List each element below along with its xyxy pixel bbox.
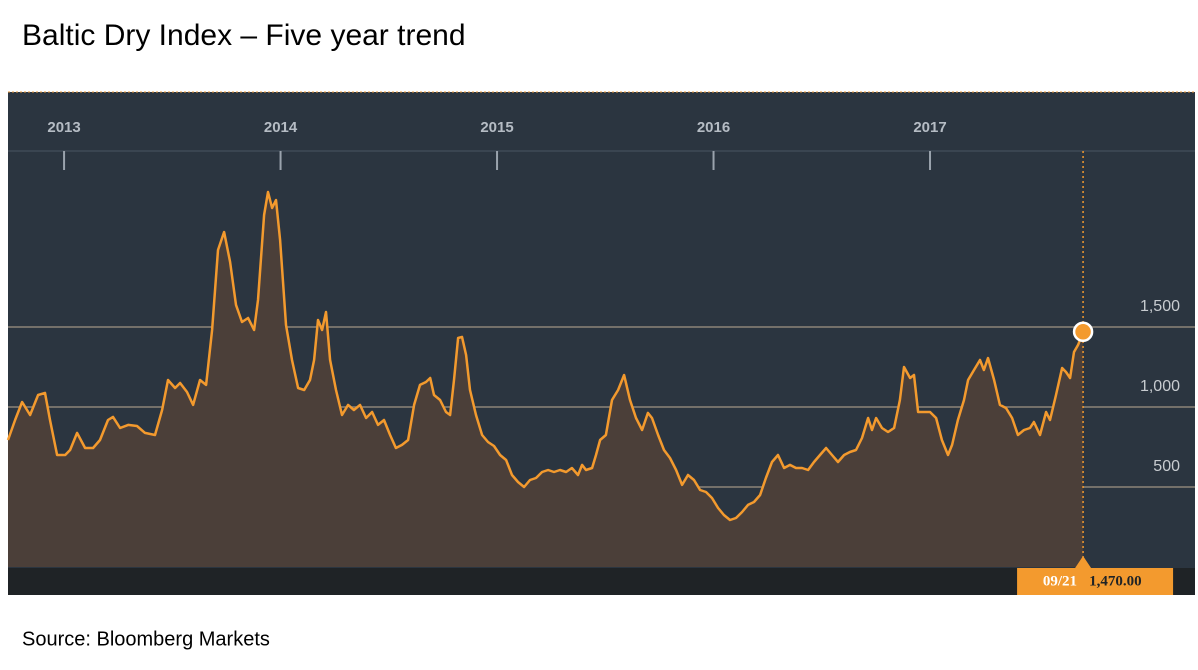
source-note: Source: Bloomberg Markets (22, 628, 270, 650)
bottom-bar (8, 568, 1195, 595)
annotation-date: 09/21 (1043, 573, 1077, 589)
y-tick-label: 1,000 (1140, 378, 1180, 395)
x-tick-label: 2014 (264, 119, 298, 136)
annotation-value: 1,470.00 (1089, 573, 1142, 589)
x-tick-label: 2016 (697, 119, 730, 136)
line (6, 190, 1085, 522)
area (8, 192, 1084, 567)
last-point (1072, 321, 1094, 343)
x-tick-label: 2017 (913, 119, 946, 136)
y-tick-label: 500 (1153, 458, 1180, 475)
y-tick-label: 1,500 (1140, 298, 1180, 315)
annotation-box (1017, 568, 1174, 595)
chart-title: Baltic Dry Index – Five year trend (22, 19, 466, 52)
annotation-pointer (1075, 556, 1092, 568)
x-tick-label: 2015 (480, 119, 513, 136)
x-tick-label: 2013 (47, 119, 80, 136)
